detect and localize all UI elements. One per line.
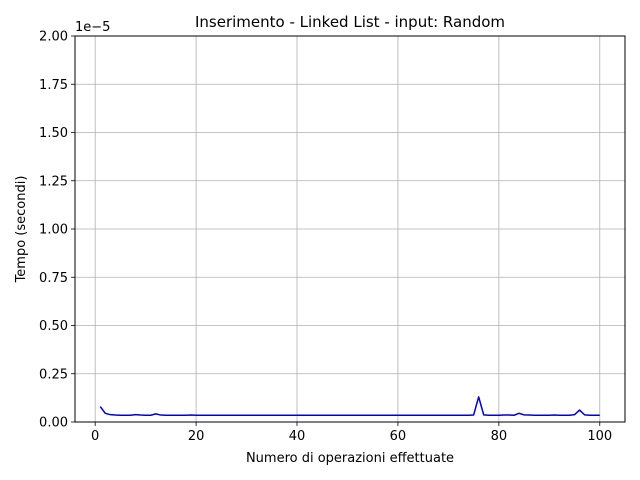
y-tick-label: 0.75 xyxy=(39,271,68,286)
x-tick-label: 40 xyxy=(289,429,306,444)
series-line xyxy=(99,396,600,416)
y-axis-offset-label: 1e−5 xyxy=(75,20,110,35)
x-tick-label: 80 xyxy=(491,429,508,444)
y-tick-label: 0.25 xyxy=(39,367,68,382)
x-tick-label: 100 xyxy=(587,429,612,444)
y-tick-label: 0.00 xyxy=(39,416,68,431)
x-axis-ticks: 0 20 40 60 80 100 xyxy=(91,422,612,444)
y-axis-title: Tempo (secondi) xyxy=(14,176,29,284)
y-tick-label: 1.50 xyxy=(39,126,68,141)
grid-lines xyxy=(75,35,625,423)
x-tick-label: 20 xyxy=(188,429,205,444)
chart-title: Inserimento - Linked List - input: Rando… xyxy=(195,13,505,31)
y-tick-label: 1.75 xyxy=(39,78,68,93)
y-tick-label: 1.00 xyxy=(39,223,68,238)
y-axis-ticks: 0.00 0.25 0.50 0.75 1.00 1.25 1.50 1.75 2.00 xyxy=(39,30,75,431)
x-axis-title: Numero di operazioni effettuate xyxy=(246,451,454,466)
y-tick-label: 0.50 xyxy=(39,319,68,334)
x-tick-label: 0 xyxy=(91,429,99,444)
y-tick-label: 1.25 xyxy=(39,174,68,189)
x-tick-label: 60 xyxy=(390,429,407,444)
y-tick-label: 2.00 xyxy=(39,30,68,45)
